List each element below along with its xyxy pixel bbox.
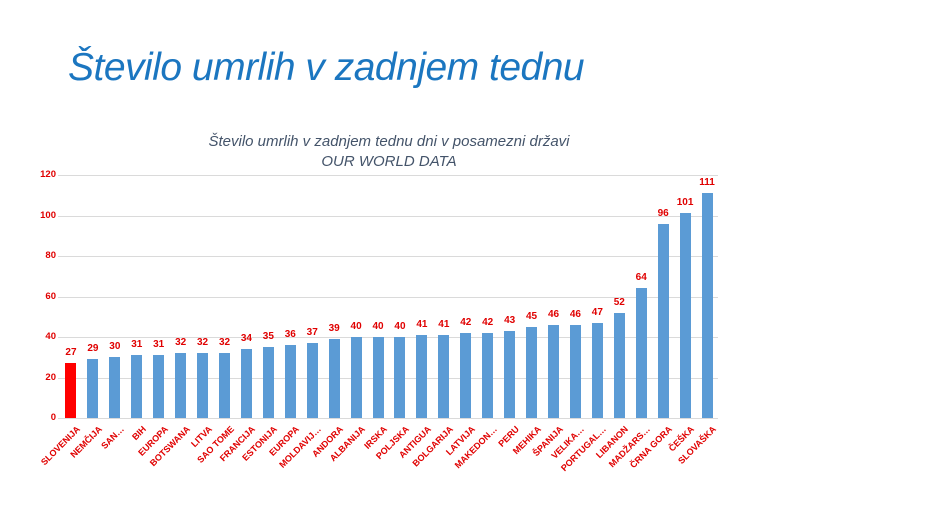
bar xyxy=(240,349,252,418)
gridline xyxy=(58,337,718,338)
bar-value-label: 32 xyxy=(175,337,187,349)
bar-value-label: 31 xyxy=(131,339,143,351)
gridline xyxy=(58,256,718,257)
bar-value-label: 41 xyxy=(438,318,450,330)
bar-value-label: 45 xyxy=(526,310,538,322)
bar-value-label: 40 xyxy=(372,321,384,332)
bar xyxy=(153,355,165,418)
chart-title: Število umrlih v zadnjem tednu dni v pos… xyxy=(208,133,570,150)
bar-value-label: 41 xyxy=(416,318,428,330)
bar xyxy=(175,353,187,418)
bar xyxy=(328,339,340,418)
bar-value-label: 32 xyxy=(218,337,231,349)
bar-value-label: 30 xyxy=(109,341,121,353)
page-title: Število umrlih v zadnjem tednu xyxy=(68,46,585,89)
bar-value-label: 101 xyxy=(676,197,694,209)
bar-value-label: 64 xyxy=(635,272,647,284)
chart-subtitle: OUR WORLD DATA xyxy=(321,153,457,170)
bar-value-label: 29 xyxy=(87,343,99,355)
bar xyxy=(219,353,230,418)
bar-value-label: 43 xyxy=(504,314,516,326)
bar xyxy=(197,353,209,418)
bar xyxy=(372,337,384,418)
bar-value-label: 42 xyxy=(482,316,494,328)
bar-value-label: 46 xyxy=(569,308,581,320)
y-axis-tick-label: 20 xyxy=(45,371,56,383)
bar-value-label: 34 xyxy=(240,333,252,345)
bar xyxy=(87,359,99,418)
bar xyxy=(306,343,318,418)
gridline xyxy=(58,296,718,298)
bar xyxy=(284,345,296,418)
y-axis-tick-label: 60 xyxy=(45,290,56,302)
bar-value-label: 111 xyxy=(699,177,715,189)
gridline xyxy=(58,377,718,379)
bar xyxy=(262,347,274,418)
gridline xyxy=(58,175,718,176)
y-axis-tick-label: 100 xyxy=(40,209,56,221)
bar-value-label: 40 xyxy=(350,321,362,332)
y-axis-tick-label: 80 xyxy=(45,250,56,261)
bar-value-label: 96 xyxy=(657,207,669,219)
bar-value-label: 39 xyxy=(328,323,340,335)
bar xyxy=(657,223,669,418)
bar xyxy=(613,312,625,418)
bar-value-label: 46 xyxy=(547,308,560,320)
bar-value-label: 37 xyxy=(306,327,318,339)
bar xyxy=(482,332,494,418)
bar-value-label: 27 xyxy=(65,347,77,359)
bar-value-label: 36 xyxy=(284,329,296,341)
bar xyxy=(569,324,581,418)
bar xyxy=(591,322,603,418)
bar xyxy=(635,288,647,418)
bar-value-label: 32 xyxy=(197,337,209,349)
bar-value-label: 31 xyxy=(153,339,165,351)
gridline xyxy=(58,215,718,217)
bar xyxy=(548,324,559,418)
bar-value-label: 42 xyxy=(460,316,472,328)
bar xyxy=(350,337,362,418)
bar xyxy=(460,332,472,418)
y-axis-tick-label: 40 xyxy=(45,331,56,342)
bar xyxy=(65,363,77,418)
bar xyxy=(131,355,143,418)
bar xyxy=(701,193,713,418)
bar xyxy=(416,334,428,418)
bar xyxy=(438,334,450,418)
y-axis-tick-label: 120 xyxy=(40,169,56,180)
bar-value-label: 52 xyxy=(613,296,625,308)
chart-title-block: Število umrlih v zadnjem tednu dni v pos… xyxy=(60,132,718,172)
y-axis-tick-label: 0 xyxy=(50,412,56,423)
bar xyxy=(679,213,691,418)
gridline xyxy=(58,418,718,419)
bar-value-label: 47 xyxy=(591,306,603,318)
bar xyxy=(526,326,538,418)
bar xyxy=(109,357,121,418)
bar-value-label: 40 xyxy=(394,321,406,332)
bar xyxy=(394,337,406,418)
bar xyxy=(504,330,516,418)
bar-value-label: 35 xyxy=(262,331,274,343)
